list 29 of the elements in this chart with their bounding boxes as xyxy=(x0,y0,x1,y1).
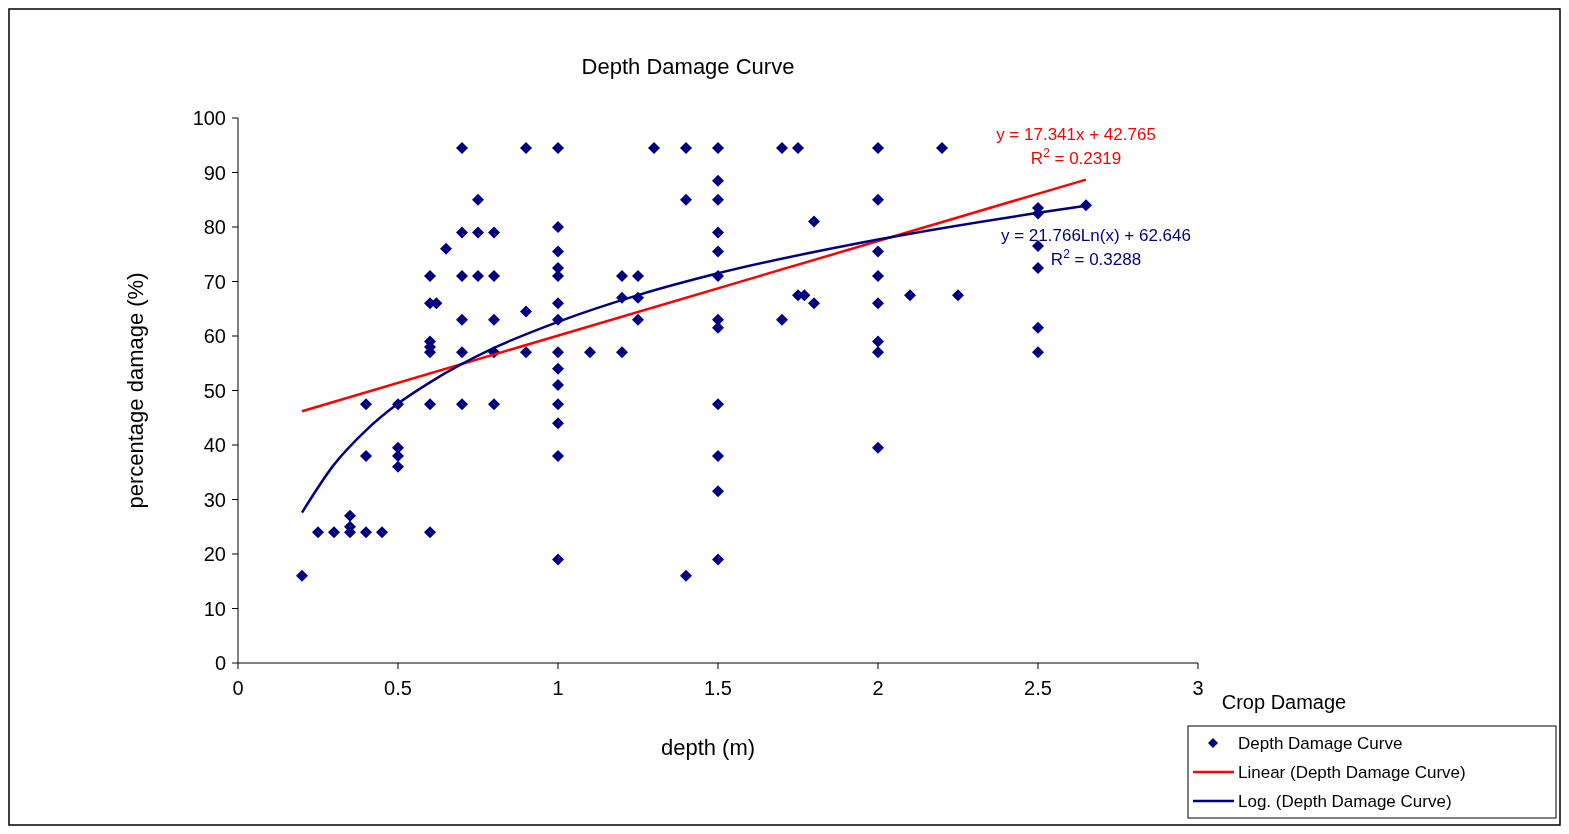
y-tick-label: 70 xyxy=(203,270,226,293)
legend-title: Crop Damage xyxy=(1221,691,1347,713)
legend-label: Linear (Depth Damage Curve) xyxy=(1238,763,1466,782)
x-tick-label: 2 xyxy=(872,677,884,699)
legend-label: Depth Damage Curve xyxy=(1238,734,1403,753)
y-tick-label: 90 xyxy=(203,161,226,184)
y-tick-label: 100 xyxy=(192,107,226,129)
y-tick-label: 40 xyxy=(203,434,226,456)
x-tick-label: 1 xyxy=(552,677,564,699)
x-tick-label: 0 xyxy=(232,677,244,699)
y-tick-label: 10 xyxy=(203,597,226,620)
x-axis-title: depth (m) xyxy=(660,735,756,760)
y-tick-label: 60 xyxy=(203,325,226,347)
annotation: y = 21.766Ln(x) + 62.646 xyxy=(1001,225,1191,245)
legend-label: Log. (Depth Damage Curve) xyxy=(1238,792,1452,811)
chart-title: Depth Damage Curve xyxy=(581,54,795,79)
x-tick-label: 0.5 xyxy=(384,677,412,699)
y-axis-title: percentage damage (%) xyxy=(123,272,148,509)
y-tick-label: 80 xyxy=(203,216,226,238)
x-tick-label: 3 xyxy=(1192,677,1204,699)
y-tick-label: 50 xyxy=(203,379,226,402)
annotation: R$^{2}$ = 0.3288 xyxy=(1050,246,1142,269)
y-tick-label: 0 xyxy=(214,652,226,674)
annotation: R$^{2}$ = 0.2319 xyxy=(1030,145,1122,168)
x-tick-label: 1.5 xyxy=(704,677,732,699)
y-tick-label: 20 xyxy=(203,543,226,565)
x-tick-label: 2.5 xyxy=(1024,677,1052,699)
annotation: y = 17.341x + 42.765 xyxy=(996,124,1156,144)
y-tick-label: 30 xyxy=(203,488,226,511)
